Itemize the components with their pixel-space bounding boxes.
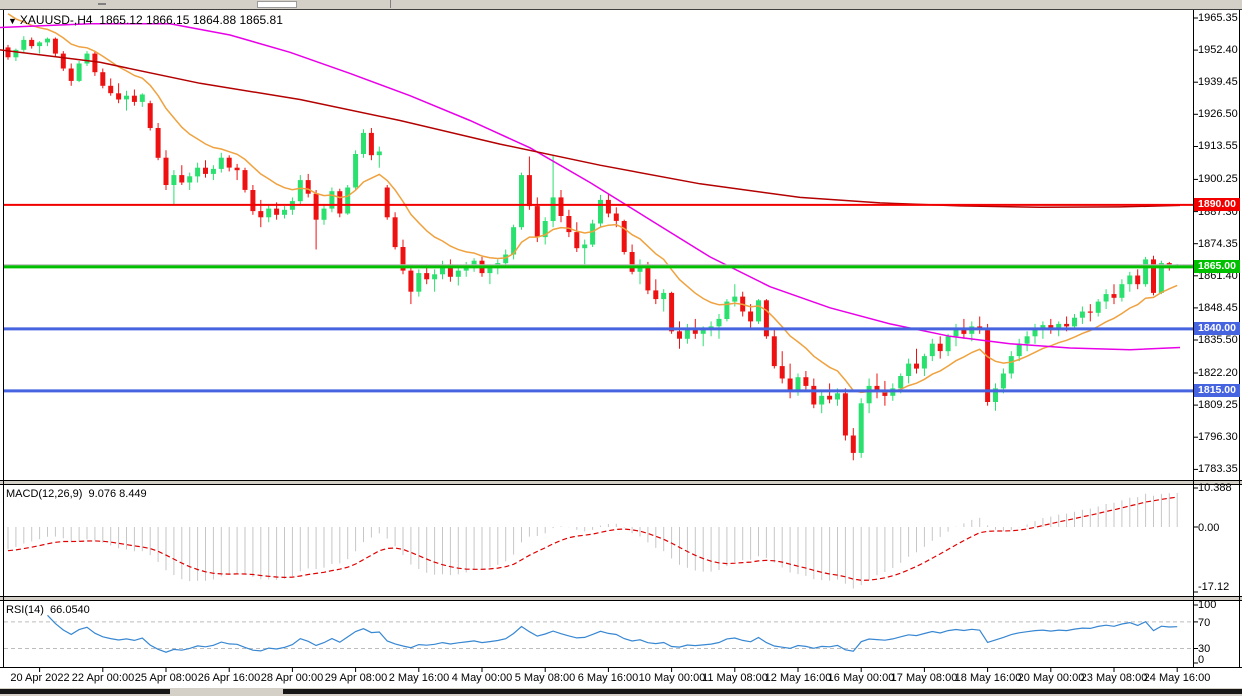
time-axis-label: 22 Apr 00:00 (71, 672, 135, 684)
rsi-axis-label: 30 (1198, 643, 1211, 655)
macd-axis-label: -17.12 (1198, 581, 1230, 593)
time-axis-label: 2 May 16:00 (388, 672, 450, 684)
price-axis-label: 1809.25 (1198, 399, 1238, 411)
chart-title: ▼ XAUUSD-,H4 1865.12 1866.15 1864.88 1865… (8, 13, 283, 27)
time-axis-label: 23 May 08:00 (1080, 672, 1148, 684)
time-axis-label: 6 May 16:00 (577, 672, 639, 684)
macd-signal-value: 8.449 (119, 488, 147, 500)
time-axis-label: 29 Apr 08:00 (324, 672, 388, 684)
price-axis-label: 1952.40 (1198, 44, 1238, 56)
time-axis-border (0, 667, 1242, 668)
rsi-panel[interactable] (0, 601, 1242, 667)
toolbar-separator (390, 0, 391, 8)
rsi-value: 66.0540 (50, 604, 90, 616)
time-axis-label: 24 May 16:00 (1143, 672, 1211, 684)
panel-divider-macd[interactable] (0, 480, 1242, 485)
rsi-axis-label: 70 (1198, 617, 1211, 629)
bottom-strip (0, 688, 1242, 696)
price-badge-1840.00[interactable]: 1840.00 (1194, 322, 1240, 335)
price-axis-label: 1926.50 (1198, 108, 1238, 120)
macd-panel[interactable] (0, 485, 1242, 596)
time-axis[interactable]: 20 Apr 2022 22 Apr 00:00 25 Apr 08:00 26 Ap… (0, 668, 1242, 688)
price-axis-label: 1900.25 (1198, 173, 1238, 185)
macd-axis-label: 0.00 (1198, 522, 1220, 534)
price-axis-label: 1939.45 (1198, 76, 1238, 88)
price-axis-label: 1874.35 (1198, 238, 1238, 250)
quote-close: 1865.81 (239, 13, 283, 27)
price-axis-label: 1822.20 (1198, 367, 1238, 379)
price-axis-label: 1965.35 (1198, 12, 1238, 24)
panel-divider-rsi[interactable] (0, 596, 1242, 601)
time-axis-label: 26 Apr 16:00 (197, 672, 261, 684)
rsi-name: RSI(14) (6, 604, 44, 616)
price-axis-separator[interactable] (1193, 10, 1194, 668)
time-axis-label: 17 May 08:00 (890, 672, 958, 684)
rsi-axis-label: 0 (1198, 654, 1205, 666)
macd-name: MACD(12,26,9) (6, 488, 83, 500)
quote-open: 1865.12 (99, 13, 143, 27)
time-axis-label: 20 May 00:00 (1017, 672, 1085, 684)
macd-value: 9.076 (88, 488, 117, 500)
price-badge-1815.00[interactable]: 1815.00 (1194, 384, 1240, 397)
toolbar-divider (98, 3, 106, 5)
rsi-axis-label: 100 (1198, 599, 1217, 611)
price-axis-label: 1861.40 (1198, 270, 1238, 282)
main-chart-panel[interactable] (0, 10, 1242, 480)
macd-axis-label: 10.388 (1198, 482, 1232, 494)
quote-high: 1866.15 (146, 13, 190, 27)
price-axis-label: 1796.30 (1198, 431, 1238, 443)
symbol-timeframe: XAUUSD-,H4 (19, 13, 93, 27)
quote-low: 1864.88 (192, 13, 237, 27)
time-axis-label: 11 May 08:00 (702, 672, 768, 684)
price-axis-label: 1835.50 (1198, 334, 1238, 346)
time-axis-label: 25 Apr 08:00 (134, 672, 198, 684)
bottom-bar-left (0, 689, 170, 694)
rsi-indicator-label: RSI(14) 66.0540 (6, 604, 90, 616)
price-axis-label: 1913.55 (1198, 140, 1238, 152)
chart-right-border (1239, 10, 1240, 668)
time-axis-label: 12 May 16:00 (764, 672, 832, 684)
time-axis-label: 5 May 08:00 (514, 672, 576, 684)
time-axis-label: 10 May 00:00 (638, 672, 706, 684)
toolbar-strip[interactable] (0, 0, 1242, 10)
price-badge-1865.00[interactable]: 1865.00 (1194, 260, 1240, 273)
time-axis-label: 28 Apr 00:00 (260, 672, 324, 684)
chart-left-border (3, 10, 4, 668)
macd-indicator-label: MACD(12,26,9) 9.076 8.449 (6, 488, 147, 500)
time-axis-label: 20 Apr 2022 (10, 672, 70, 684)
time-axis-label: 16 May 00:00 (827, 672, 895, 684)
price-axis-label: 1783.35 (1198, 463, 1238, 475)
price-axis-label: 1848.45 (1198, 302, 1238, 314)
time-axis-label: 18 May 16:00 (954, 672, 1022, 684)
bottom-bar-right (283, 689, 1242, 694)
price-badge-1890.00[interactable]: 1890.00 (1194, 198, 1240, 211)
chart-dropdown-icon[interactable]: ▼ (8, 16, 17, 26)
time-axis-label: 4 May 00:00 (451, 672, 513, 684)
toolbar-field[interactable] (257, 1, 297, 8)
